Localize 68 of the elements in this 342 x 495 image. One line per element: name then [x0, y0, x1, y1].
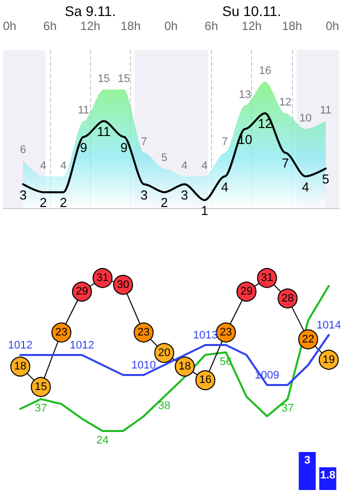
- data-label: 11: [320, 104, 332, 117]
- data-label: 1013: [193, 330, 218, 342]
- data-label: 2: [40, 195, 47, 210]
- data-label: 1012: [70, 340, 94, 352]
- data-label: 29: [240, 286, 253, 298]
- data-label: 37: [281, 402, 294, 415]
- data-label: 11: [78, 104, 90, 117]
- data-label: 4: [302, 179, 310, 194]
- x-tick-label: 0h: [164, 19, 178, 33]
- data-label: 38: [158, 400, 170, 412]
- data-label: 5: [161, 152, 168, 164]
- data-label: 31: [96, 272, 109, 284]
- data-label: 2: [160, 195, 168, 210]
- data-label: 16: [199, 374, 212, 386]
- x2-tick-label: Su 10.11.: [222, 3, 282, 19]
- data-label: 12: [279, 96, 292, 109]
- data-label: 3: [140, 187, 148, 202]
- data-label: 7: [141, 136, 148, 148]
- data-label: 1: [201, 203, 208, 218]
- x-tick-label: 6h: [43, 19, 57, 33]
- data-label: 11: [97, 124, 111, 140]
- data-label: 29: [76, 286, 88, 298]
- data-label: 4: [221, 179, 228, 194]
- data-label: 2: [60, 195, 68, 210]
- data-label: 23: [138, 326, 150, 338]
- data-label: 4: [181, 160, 188, 172]
- x-tick-label: 18h: [282, 19, 302, 33]
- x-tick-label: 12h: [80, 19, 100, 33]
- data-label: 4: [60, 160, 66, 172]
- x-tick-label: 0h: [2, 19, 16, 33]
- data-label: 1.8: [320, 470, 336, 482]
- data-label: 28: [281, 292, 294, 304]
- data-label: 1012: [8, 340, 33, 352]
- data-label: 6: [20, 144, 26, 156]
- data-label: 16: [259, 65, 272, 78]
- x-tick-label: 18h: [120, 19, 141, 33]
- data-label: 7: [282, 156, 289, 171]
- data-label: 30: [116, 278, 130, 291]
- x-tick-label: 12h: [242, 19, 262, 33]
- data-label: 3: [19, 187, 27, 202]
- data-label: 20: [158, 346, 170, 359]
- data-label: 15: [98, 73, 110, 85]
- data-label: 4: [202, 160, 208, 172]
- data-label: 23: [220, 326, 232, 338]
- data-label: 9: [80, 140, 88, 155]
- data-label: 18: [14, 360, 26, 373]
- data-label: 4: [40, 160, 46, 172]
- x-tick-label: 6h: [204, 19, 218, 33]
- x-tick-label: 0h: [326, 19, 340, 33]
- data-label: 7: [222, 136, 228, 148]
- data-label: 13: [238, 88, 252, 101]
- x2-tick-label: Sa 9.11.: [64, 3, 116, 19]
- data-label: 10: [299, 112, 312, 124]
- data-label: 9: [120, 140, 128, 155]
- data-label: 3: [180, 187, 188, 202]
- data-label: 1010: [131, 360, 156, 372]
- data-label: 15: [118, 73, 130, 85]
- data-label: 19: [322, 354, 335, 366]
- data-label: 3: [304, 454, 310, 466]
- data-label: 22: [302, 333, 314, 346]
- data-label: 1014: [316, 320, 341, 332]
- data-label: 5: [322, 172, 330, 186]
- data-label: 37: [34, 402, 47, 415]
- data-label: 15: [34, 381, 47, 393]
- data-label: 23: [55, 326, 68, 338]
- data-label: 31: [260, 272, 274, 284]
- data-label: 24: [96, 434, 109, 446]
- data-label: 18: [178, 360, 191, 373]
